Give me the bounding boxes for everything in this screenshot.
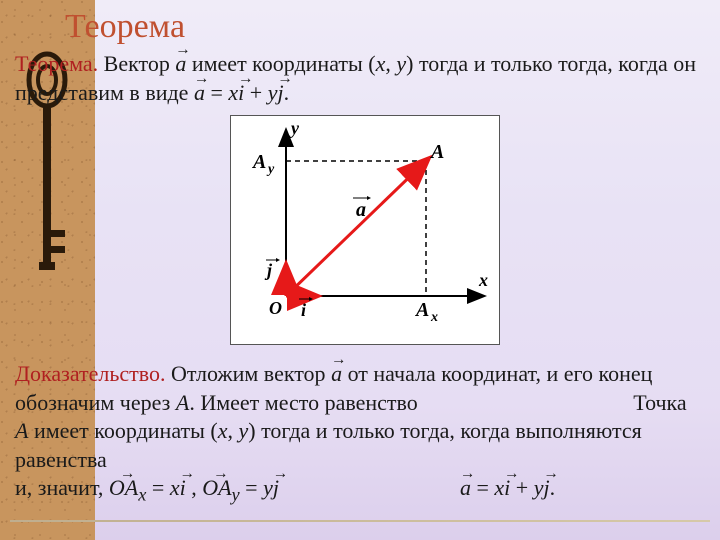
axis-y-label: y xyxy=(289,118,300,138)
page-title: Теорема xyxy=(65,8,185,46)
vec-OAx: OAx xyxy=(109,474,146,507)
svg-text:a: a xyxy=(356,199,366,221)
svg-text:j: j xyxy=(264,260,273,280)
svg-text:x: x xyxy=(430,310,438,325)
svg-text:i: i xyxy=(301,300,306,320)
vec-OAy: OAy xyxy=(202,474,239,507)
axis-x-label: x xyxy=(478,270,488,290)
proof-label: Доказательство. xyxy=(15,361,166,386)
bottom-divider xyxy=(10,520,710,522)
vector-diagram: y x O i j a A A x A y xyxy=(230,115,500,345)
vector-a: a xyxy=(175,50,186,79)
origin-label: O xyxy=(269,298,282,318)
svg-text:y: y xyxy=(266,162,275,177)
svg-text:A: A xyxy=(429,141,444,163)
theorem-label: Теорема. xyxy=(15,51,98,76)
svg-text:A: A xyxy=(414,299,429,321)
proof-block: Доказательство. Отложим вектор a от нача… xyxy=(15,360,705,508)
svg-text:A: A xyxy=(251,151,266,173)
theorem-statement: Теорема. Вектор a имеет координаты (x, y… xyxy=(15,50,705,107)
